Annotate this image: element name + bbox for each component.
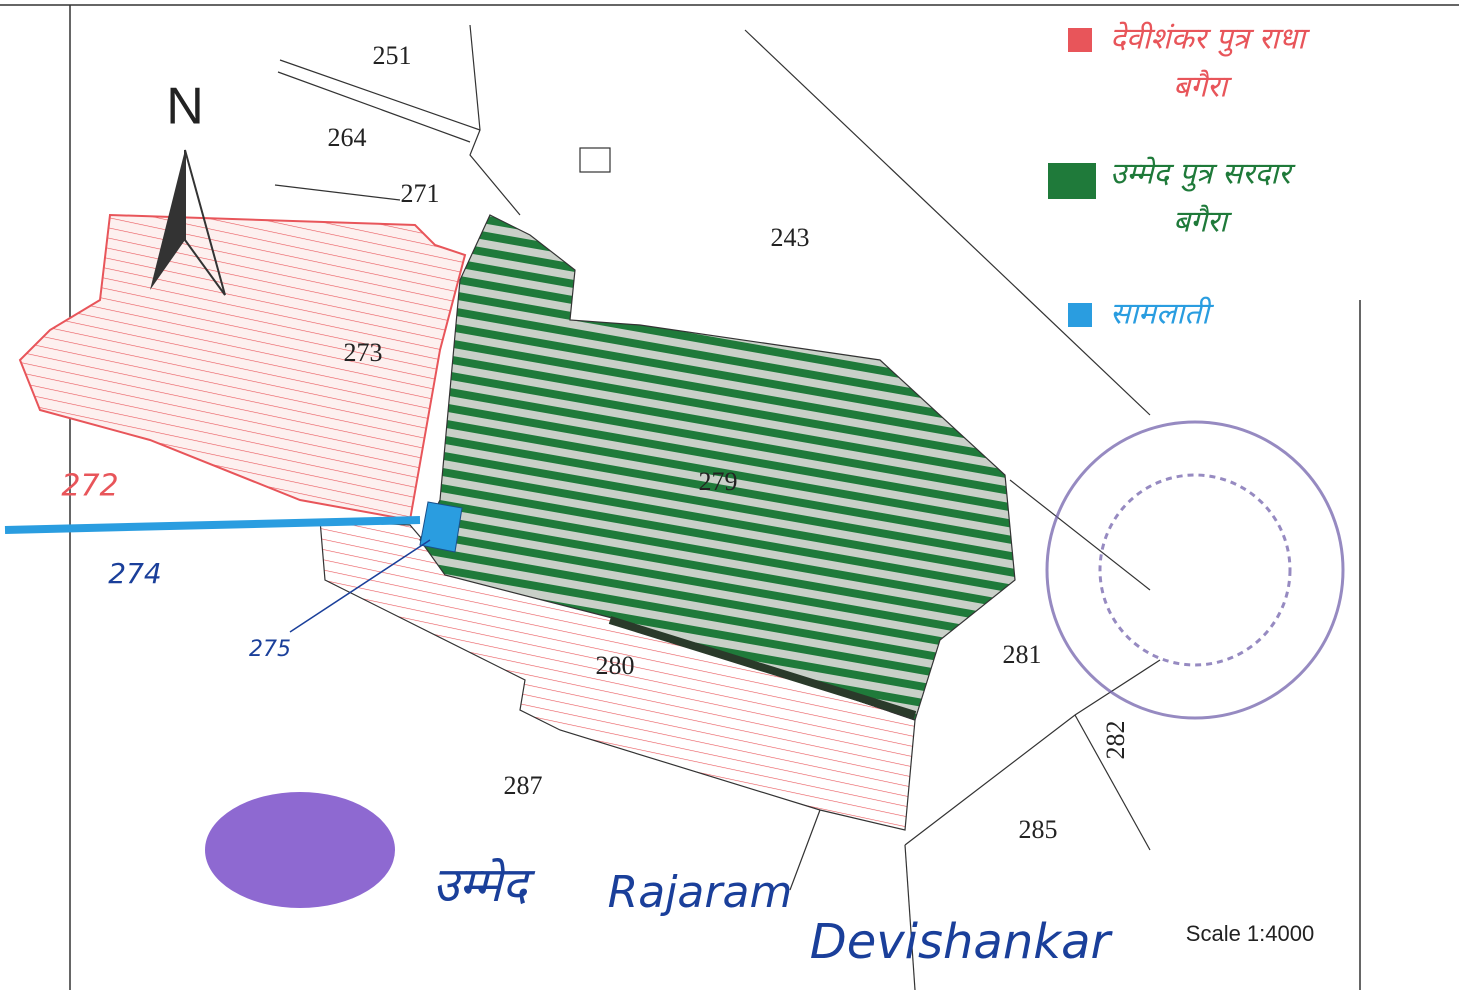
parcel-label: 273	[344, 338, 383, 367]
parcel-label: 287	[504, 771, 543, 800]
stamp	[1047, 422, 1343, 718]
handwritten-note: Rajaram	[608, 867, 793, 918]
scale-label: Scale 1:4000	[1186, 921, 1314, 946]
parcel-label: 281	[1003, 640, 1042, 669]
handwritten-note: Devishankar	[810, 914, 1114, 970]
legend-label: उम्मेद पुत्र सरदार	[1110, 157, 1296, 193]
handwritten-note: 275	[249, 637, 291, 662]
legend-swatch	[1068, 303, 1092, 327]
parcel-label: 271	[401, 179, 440, 208]
map: N Scale 1:4000 251 264 271 243 273 279 280 281 2…	[0, 0, 1459, 990]
handwritten-note: उम्मेद	[433, 857, 536, 913]
parcel-label: 264	[328, 123, 367, 152]
legend-label: बगैरा	[1173, 205, 1232, 240]
legend-label: बगैरा	[1173, 70, 1232, 105]
parcel-label: 251	[373, 41, 412, 70]
parcel-label: 285	[1019, 815, 1058, 844]
north-label: N	[166, 78, 204, 136]
legend-swatch	[1048, 163, 1096, 199]
handwritten-note: 272	[61, 469, 118, 504]
parcel-label: 243	[771, 223, 810, 252]
common-land	[420, 502, 462, 552]
handwritten-note: 274	[108, 557, 161, 590]
parcel-label: 280	[596, 651, 635, 680]
parcel-label: 282	[1101, 721, 1130, 760]
parcel-label: 279	[699, 467, 738, 496]
legend-swatch	[1068, 28, 1092, 52]
legend-label: देवीशंकर पुत्र राधा	[1110, 22, 1310, 58]
thumb-print	[205, 792, 395, 908]
legend-label: सामलाती	[1110, 297, 1214, 332]
